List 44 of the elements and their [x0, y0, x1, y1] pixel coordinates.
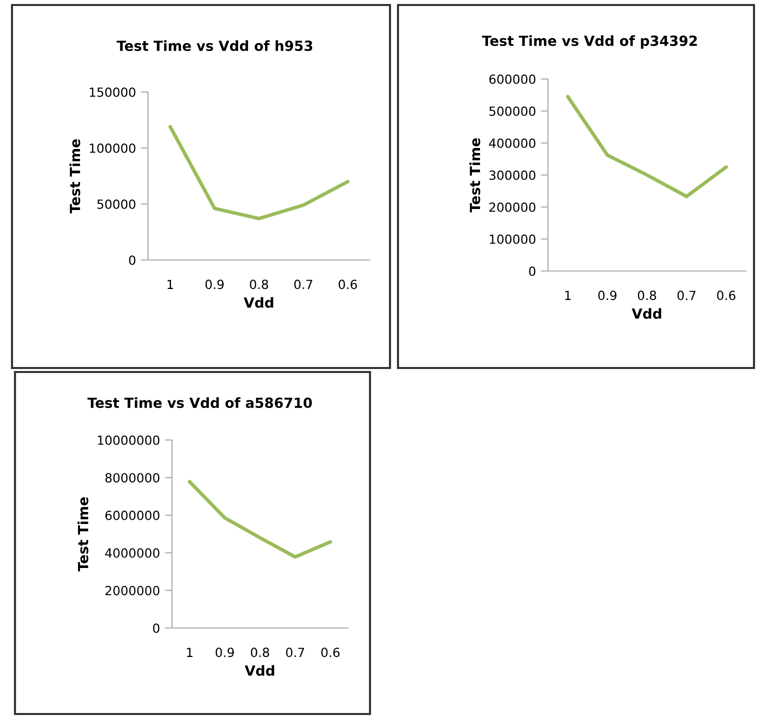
y-tick-label: 150000 [90, 87, 136, 97]
y-tick-label: 10000000 [98, 435, 160, 445]
y-tick-label: 100000 [90, 143, 136, 153]
y-tick-label: 4000000 [105, 548, 160, 558]
x-tick-label: 0.9 [205, 280, 224, 290]
x-tick-label: 1 [168, 280, 174, 289]
y-tick-label: 6000000 [105, 510, 160, 520]
x-axis-title: Vdd [244, 665, 274, 676]
x-tick-label: 1 [186, 648, 192, 657]
x-tick-label: 1 [565, 290, 571, 300]
x-tick-label: 0.8 [250, 280, 268, 290]
y-tick-label: 0 [529, 266, 536, 276]
x-axis-title: Vdd [244, 297, 274, 308]
y-tick-label: 500000 [489, 106, 536, 116]
y-tick-label: 300000 [489, 170, 536, 180]
y-tick-label: 0 [129, 255, 136, 265]
y-axis-title: Test Time [69, 139, 80, 214]
y-tick-label: 50000 [97, 199, 136, 209]
chart-title: Test Time vs Vdd of h953 [116, 40, 312, 52]
x-tick-label: 0.6 [717, 290, 736, 300]
y-tick-label: 400000 [489, 138, 536, 148]
y-axis-title: Test Time [78, 497, 88, 572]
x-tick-label: 0.6 [321, 648, 340, 658]
chart-title: Test Time vs Vdd of a586710 [87, 397, 312, 408]
x-tick-label: 0.6 [338, 280, 357, 290]
chart-title: Test Time vs Vdd of p34392 [482, 35, 697, 49]
y-tick-label: 100000 [490, 234, 536, 244]
line-series [566, 94, 728, 198]
y-tick-label: 8000000 [105, 473, 160, 483]
x-tick-label: 0.9 [598, 290, 616, 300]
line-series [188, 480, 332, 559]
x-tick-label: 0.7 [294, 280, 312, 290]
y-tick-label: 200000 [489, 202, 536, 212]
x-tick-label: 0.8 [638, 290, 656, 300]
y-tick-label: 2000000 [105, 586, 160, 596]
x-tick-label: 0.8 [250, 648, 270, 658]
y-tick-label: 600000 [489, 74, 536, 84]
x-tick-label: 0.9 [216, 648, 234, 658]
y-axis-title: Test Time [469, 138, 480, 212]
line-series [168, 124, 350, 220]
y-tick-label: 0 [153, 623, 160, 633]
x-axis-title: Vdd [632, 308, 662, 319]
x-tick-label: 0.7 [286, 648, 304, 658]
x-tick-label: 0.7 [677, 290, 696, 300]
